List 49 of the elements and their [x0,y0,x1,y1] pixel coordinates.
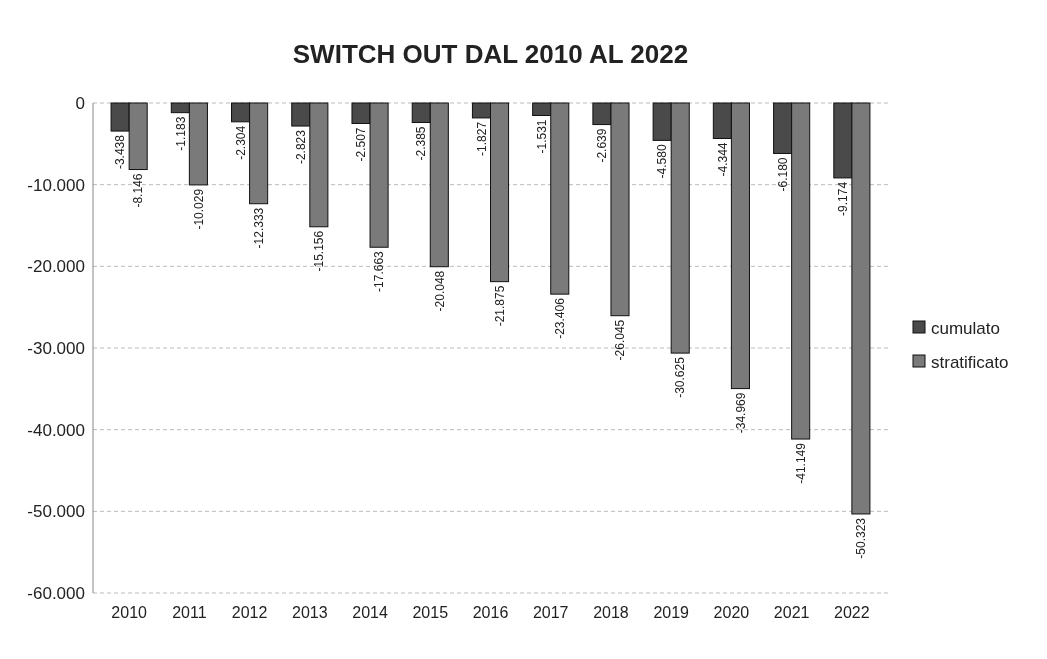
x-tick-label: 2021 [773,604,810,621]
y-tick-label: -50.000 [27,502,85,522]
y-tick-label: -10.000 [27,175,85,195]
data-label: -21.875 [492,285,507,327]
data-label: -1.183 [173,116,188,151]
x-tick-label: 2022 [834,604,870,621]
x-tick-label: 2014 [352,604,388,621]
y-tick-label: -40.000 [27,420,85,440]
data-label: -4.580 [655,144,670,179]
x-tick-label: 2017 [532,604,569,621]
data-label: -41.149 [793,442,808,484]
y-tick-label: -30.000 [27,338,85,358]
data-label: -9.174 [836,181,851,216]
data-label: -2.823 [293,129,308,165]
x-tick-label: 2016 [472,604,509,621]
data-label: -50.323 [854,517,869,559]
legend-label: stratificato [931,352,1009,372]
data-label: -2.385 [414,126,429,161]
data-label: -34.969 [733,392,748,434]
data-label: -15.156 [312,230,327,272]
data-label: -26.045 [613,319,628,361]
data-label: -4.344 [715,142,730,177]
chart-title: SWITCH OUT DAL 2010 AL 2022 [292,39,689,69]
x-tick-label: 2020 [713,604,750,621]
data-label: -2.304 [233,125,248,160]
y-tick-label: -20.000 [27,257,85,277]
data-label: -20.048 [432,270,447,312]
data-label: -1.531 [534,119,549,154]
x-tick-label: 2012 [231,604,268,621]
x-tick-label: 2011 [172,604,207,621]
data-label: -6.180 [775,157,790,192]
x-tick-label: 2015 [412,604,449,621]
data-label: -17.663 [372,250,387,292]
data-label: -23.406 [552,297,567,339]
y-tick-label: -60.000 [27,583,85,603]
data-label: -2.639 [595,128,610,163]
data-label: -2.507 [354,127,369,162]
data-label: -30.625 [673,356,688,398]
data-label: -3.438 [113,134,128,170]
data-label: -8.146 [131,173,146,208]
x-tick-label: 2018 [593,604,629,621]
x-tick-label: 2010 [111,604,148,621]
y-tick-label: 0 [75,93,85,113]
data-label: -10.029 [191,188,206,230]
data-label: -1.827 [474,121,489,156]
data-label: -12.333 [251,207,266,249]
x-tick-label: 2013 [292,604,328,621]
x-tick-label: 2019 [653,604,690,621]
legend-label: cumulato [931,318,1000,338]
